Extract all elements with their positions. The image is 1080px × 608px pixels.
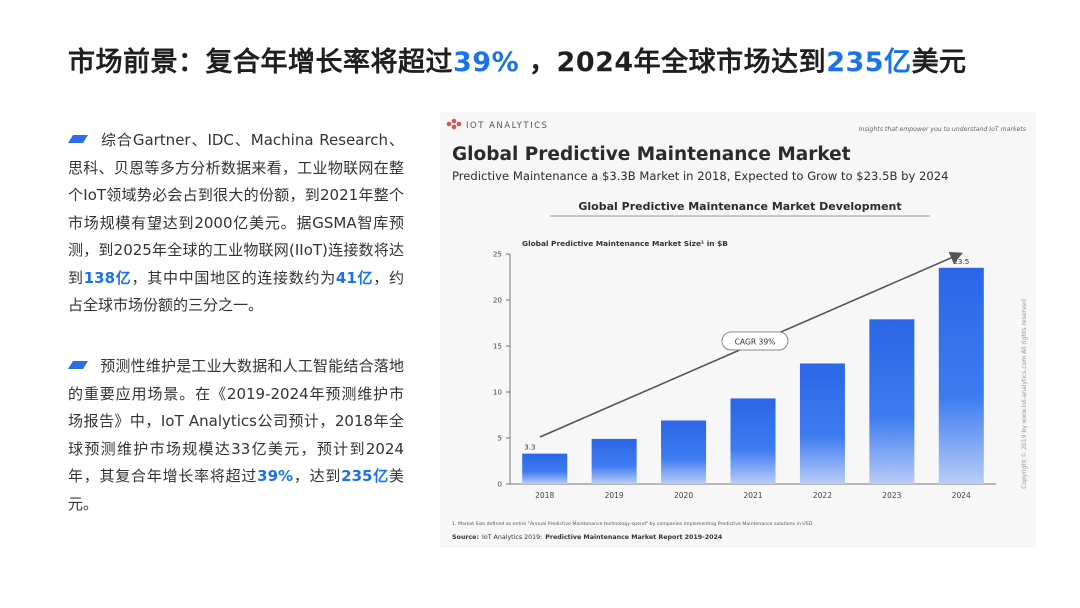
paragraph-1: 综合Gartner、IDC、Machina Research、思科、贝恩等多方分… [68,127,404,320]
brand-name: IOT ANALYTICS [466,121,548,131]
logo-dot [456,121,462,127]
paragraph-2-highlight-b: 235亿 [341,467,389,485]
footnote: 1. Market Size defined as entire "Annual… [452,521,813,527]
bar-2019 [591,438,637,484]
bar-2021 [730,398,776,484]
title-rate: 39% [453,47,520,78]
chart-subtitle: Predictive Maintenance a $3.3B Market in… [452,169,949,183]
paragraph-1-highlight-a: 138亿 [83,268,132,287]
title-amount: 235亿 [826,47,912,78]
source-org: IoT Analytics 2019: [482,534,542,541]
bullet-icon [68,360,88,369]
paragraph-2-highlight-a: 39% [257,467,294,485]
paragraph-2-text-c: 美元。 [68,467,404,513]
y-tick-label: 0 [497,480,502,489]
y-axis: 0 5 10 15 20 25 [493,250,996,489]
bar-2022 [799,363,845,484]
paragraph-1-text-a: 综合Gartner、IDC、Machina Research、思科、贝恩等多方分… [68,131,404,287]
source-line: Source: IoT Analytics 2019: Predictive Mai… [452,534,723,541]
x-tick-label: 2024 [952,491,971,500]
section-title: Global Predictive Maintenance Market Dev… [578,200,901,213]
x-tick-label: 2022 [813,491,832,500]
axis-title: Global Predictive Maintenance Market Siz… [522,239,728,248]
source-label: Source: [452,534,479,541]
bullet-shape [68,134,88,143]
iot-analytics-logo [446,118,462,130]
cagr-label: CAGR 39% [735,338,776,347]
x-tick-label: 2021 [743,491,762,500]
paragraph-2-text-b: ，达到 [293,467,342,485]
x-tick-label: 2020 [674,491,693,500]
bar-2020 [661,420,707,484]
y-tick-label: 20 [493,296,503,305]
brand-tagline: Insights that empower you to understand … [859,125,1027,133]
bars [522,267,984,484]
paragraph-1-highlight-b: 41亿 [335,268,374,287]
y-tick-label: 25 [493,250,502,259]
bullet-shape [68,360,88,369]
paragraph-1-text-c: ，约占全球市场份额的三分之一。 [68,268,404,315]
cagr-badge [721,331,789,351]
page-title: 市场前景：复合年增长率将超过39% ，2024年全球市场达到235亿美元 [68,40,967,79]
bar-2023 [869,319,915,484]
y-tick-label: 5 [497,434,502,443]
y-tick-label: 15 [493,342,502,351]
paragraph-2: 预测性维护是工业大数据和人工智能结合落地的重要应用场景。在《2019-2024年… [68,353,404,518]
chart-title: Global Predictive Maintenance Market [452,144,851,165]
x-tick-label: 2018 [535,491,554,500]
bar-2024 [938,267,984,484]
title-part3: 美元 [911,47,967,78]
y-tick-label: 10 [493,388,503,397]
copyright-text: Copyright © 2019 by www.iot-analytics.co… [1021,299,1028,489]
x-tick-label: 2019 [605,491,624,500]
chart-card: IOT ANALYTICS Insights that empower you … [440,112,1036,548]
source-report: Predictive Maintenance Market Report 201… [545,534,723,541]
title-part2: ，2024年全球市场达到 [519,47,827,78]
logo-dot [451,124,457,130]
logo-dot [451,118,457,124]
title-part1: 市场前景：复合年增长率将超过 [68,47,453,78]
bullet-icon [68,134,88,143]
data-label-2024: 23.5 [953,257,969,266]
x-axis: 2018 2019 2020 2021 2022 2023 2024 [535,491,971,500]
paragraph-1-text-b: ，其中中国地区的连接数约为 [131,268,336,287]
x-tick-label: 2023 [882,491,901,500]
logo-dot [446,121,452,127]
paragraph-2-text-a: 预测性维护是工业大数据和人工智能结合落地的重要应用场景。在《2019-2024年… [68,357,404,485]
market-chart: IOT ANALYTICS Insights that empower you … [446,118,1028,541]
bar-2018 [522,453,568,484]
data-label-2018: 3.3 [524,443,535,452]
